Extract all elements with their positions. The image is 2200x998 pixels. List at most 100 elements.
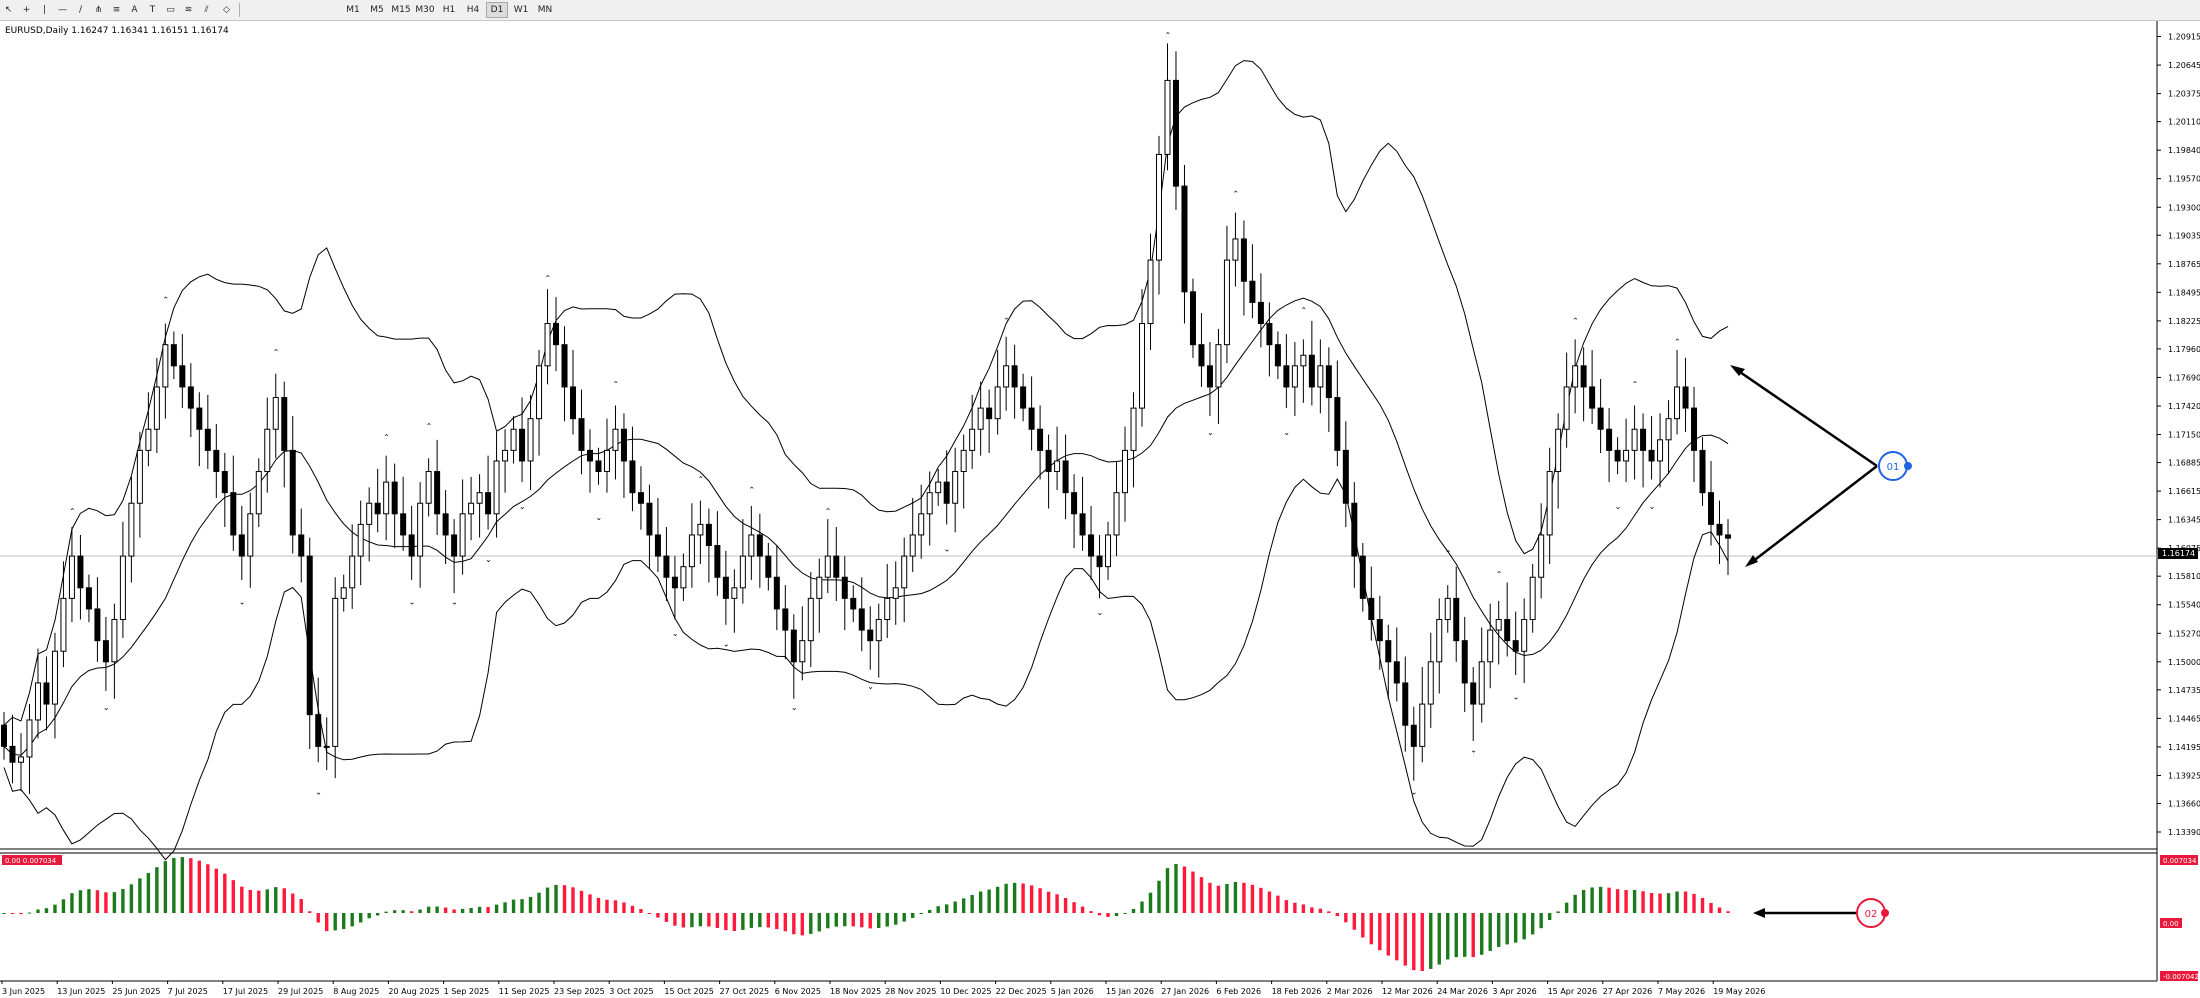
fractal-up: ⌃ xyxy=(69,507,76,516)
timeframe-m5-button[interactable]: M5 xyxy=(370,5,384,15)
crosshair-tool-icon[interactable]: + xyxy=(22,5,31,15)
oscillator-bar xyxy=(1463,913,1467,957)
candle-body xyxy=(366,502,373,525)
candle-body xyxy=(773,576,780,610)
oscillator-bar xyxy=(333,913,337,931)
candle-body xyxy=(986,407,993,420)
marker-02[interactable]: 02 xyxy=(1856,898,1889,928)
candle-body xyxy=(969,428,976,451)
oscillator-bar xyxy=(1378,913,1382,951)
oscillator-bar xyxy=(1046,891,1051,913)
date-tick-label: 8 Aug 2025 xyxy=(333,987,379,996)
candle-body xyxy=(739,555,746,589)
oscillator-bar xyxy=(1055,894,1059,913)
date-tick-label: 6 Nov 2025 xyxy=(775,987,821,996)
oscillator-bar xyxy=(1480,913,1484,955)
oscillator-bar xyxy=(1072,902,1076,913)
candle-body xyxy=(1512,640,1519,652)
oscillator-bar xyxy=(1488,913,1492,951)
oscillator-bar xyxy=(452,909,456,913)
candle-body xyxy=(977,407,984,430)
date-tick-label: 28 Nov 2025 xyxy=(885,987,936,996)
gann-tool-icon[interactable]: ⫽ xyxy=(204,5,209,15)
shapes-tool-icon[interactable]: ◇ xyxy=(223,5,230,15)
date-tick-label: 7 May 2026 xyxy=(1658,987,1705,996)
candle-body xyxy=(289,449,296,536)
candle-body xyxy=(1376,619,1383,642)
pitchfork-tool-icon[interactable]: ⋔ xyxy=(94,5,103,15)
timeframe-w1-button[interactable]: W1 xyxy=(513,5,529,15)
timeframe-mn-button[interactable]: MN xyxy=(537,5,553,15)
price-chart[interactable]: EURUSD,Daily 1.16247 1.16341 1.16151 1.1… xyxy=(0,21,2200,998)
vertical-line-tool-icon[interactable]: | xyxy=(42,5,47,15)
oscillator-bar xyxy=(851,913,855,927)
oscillator-bar xyxy=(639,909,643,913)
candle-body xyxy=(1572,365,1579,388)
candles xyxy=(1,43,1731,794)
oscillator-bar xyxy=(274,887,278,913)
oscillator-bar xyxy=(155,867,159,913)
date-tick-label: 17 Jul 2025 xyxy=(223,987,268,996)
candle-body xyxy=(570,386,577,420)
oscillator-bar xyxy=(1369,913,1374,945)
price-axis: 1.20915 1.20645 1.20375 1.20110 1.19840 1.195… xyxy=(2157,33,2200,837)
date-tick-label: 7 Jul 2025 xyxy=(168,987,208,996)
trendline-tool-icon[interactable]: / xyxy=(78,5,83,15)
timeframe-d1-button[interactable]: D1 xyxy=(486,2,508,18)
price-tick-label: 1.19300 xyxy=(2168,203,2200,212)
price-tick-label: 1.16345 xyxy=(2168,516,2200,525)
oscillator-bar xyxy=(316,913,320,923)
fibonacci-tool-icon[interactable]: ≋ xyxy=(184,5,193,15)
candle-body xyxy=(1504,619,1511,642)
horizontal-line-tool-icon[interactable]: — xyxy=(58,5,67,15)
oscillator-bar xyxy=(1250,884,1255,913)
fractal-up: ⌃ xyxy=(162,295,169,304)
date-tick-label: 10 Dec 2025 xyxy=(940,987,991,996)
timeframe-m15-button[interactable]: M15 xyxy=(391,5,411,15)
fractal-down: ⌄ xyxy=(723,640,730,649)
label-tool-icon[interactable]: ▭ xyxy=(166,5,175,15)
fractal-down: ⌄ xyxy=(1207,428,1214,437)
candle-body xyxy=(1436,619,1443,663)
candle-body xyxy=(1614,449,1621,462)
oscillator-bar xyxy=(613,900,618,913)
oscillator-bar xyxy=(1539,913,1543,929)
timeframe-h4-button[interactable]: H4 xyxy=(466,5,480,15)
oscillator-bar xyxy=(656,913,660,918)
oscillator-bar xyxy=(1700,897,1705,913)
candle-body xyxy=(1274,344,1281,367)
candle-body xyxy=(671,576,678,589)
timeframe-m1-button[interactable]: M1 xyxy=(346,5,360,15)
candle-body xyxy=(1648,449,1655,462)
marker-01[interactable]: 01 xyxy=(1878,451,1912,481)
oscillator-bar xyxy=(817,913,821,932)
candle-body xyxy=(1631,428,1638,451)
candle-body xyxy=(255,471,262,515)
candle-body xyxy=(748,534,755,557)
candle-body xyxy=(1317,365,1324,388)
candle-body xyxy=(1589,386,1596,409)
timeframe-m30-button[interactable]: M30 xyxy=(415,5,435,15)
candle-body xyxy=(1427,661,1434,705)
oscillator-bar xyxy=(418,909,422,913)
oscillator-bar xyxy=(1658,893,1662,913)
date-tick-label: 11 Sep 2025 xyxy=(499,987,550,996)
price-tick-label: 1.19840 xyxy=(2168,146,2200,155)
cursor-tool-icon[interactable]: ↖ xyxy=(4,5,13,15)
channel-tool-icon[interactable]: ≡ xyxy=(112,5,121,15)
text-label-tool-icon[interactable]: T xyxy=(149,5,156,15)
text-tool-icon[interactable]: A xyxy=(131,5,138,15)
timeframe-h1-button[interactable]: H1 xyxy=(442,5,456,15)
oscillator-bar xyxy=(834,913,838,927)
candle-body xyxy=(128,502,135,557)
candle-body xyxy=(1300,354,1307,367)
oscillator-bar xyxy=(1598,886,1603,913)
candle-body xyxy=(646,502,653,536)
oscillator-bar xyxy=(758,913,762,928)
candle-body xyxy=(298,534,305,557)
candle-body xyxy=(119,555,126,621)
fractals: ⌃ ⌄ ⌃ ⌄ ⌃ ⌄ ⌃ ⌄ ⌃ ⌄ ⌄ ⌄ ⌃ ⌄ ⌃ ⌄ ⌃ ⌄ ⌃ ⌄ ⌃ ⌄ ⌄ ⌃ ⌄ ⌃ ⌄ ⌃ ⌄ ⌃ ⌄ ⌃ ⌄ ⌃ ⌄ ⌃ ⌄ ⌃ ⌄ ⌃ xyxy=(69,31,1681,797)
candle-body xyxy=(960,449,967,473)
date-tick-label: 27 Apr 2026 xyxy=(1603,987,1652,996)
annotation-arrows[interactable] xyxy=(1730,365,1878,918)
